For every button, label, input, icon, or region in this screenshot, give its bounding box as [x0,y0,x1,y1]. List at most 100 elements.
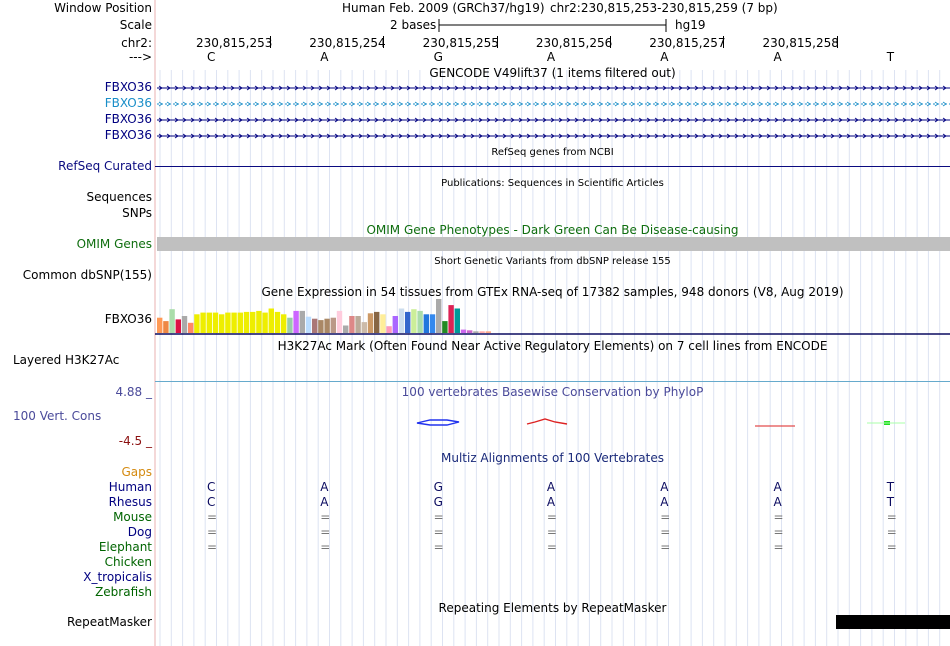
scale-label: Scale [119,18,152,32]
species-base: = [886,540,897,554]
dbsnp-track-label[interactable]: Common dbSNP(155) [22,268,152,282]
gtex-tissue-bar-11 [225,312,231,333]
gencode-transcript-label-1[interactable]: FBXO36 [104,96,152,110]
gtex-tissue-bar-13 [237,312,243,333]
sequences-track-label[interactable]: Sequences [86,190,152,204]
gtex-tissue-bar-51 [473,331,479,333]
publications-track-title: Publications: Sequences in Scientific Ar… [441,178,664,189]
gtex-tissue-bar-25 [312,318,318,333]
base-5: A [773,50,782,64]
gtex-tissue-bar-23 [299,310,305,333]
gaps-track-label[interactable]: Gaps [121,465,152,479]
gtex-tissue-bar-50 [467,330,473,333]
species-label-x_tropicalis[interactable]: X_tropicalis [83,570,152,584]
gtex-tissue-bar-19 [274,311,281,333]
gtex-tissue-bar-30 [343,325,349,333]
strand-label: ---> [128,50,152,64]
snps-track-label[interactable]: SNPs [122,206,152,220]
coordinate-tick-0: 230,815,253 [196,36,273,50]
gtex-tissue-bar-12 [231,312,237,333]
gtex-tissue-bar-37 [386,326,392,333]
species-label-elephant[interactable]: Elephant [98,540,152,554]
species-label-dog[interactable]: Dog [127,525,152,539]
species-base: A [320,480,329,494]
gencode-transcript-3 [157,133,950,139]
base-4: A [660,50,669,64]
phylop-max-label: 4.88 _ [115,385,152,399]
base-6: T [886,50,895,64]
gtex-tissue-bar-3 [175,319,181,333]
gencode-features[interactable] [155,80,950,144]
species-label-human[interactable]: Human [108,480,152,494]
phylop-track-title: 100 vertebrates Basewise Conservation by… [401,385,704,399]
gtex-tissue-bar-39 [398,308,405,333]
h3k27ac-track-label[interactable]: Layered H3K27Ac [13,353,120,367]
species-base: = [320,540,331,554]
coordinate-tick-mark [723,36,725,48]
species-base: = [320,525,331,539]
gtex-tissue-bar-15 [250,311,256,333]
species-base: G [433,480,443,494]
species-label-rhesus[interactable]: Rhesus [108,495,152,509]
species-base: = [660,510,671,524]
position-readout[interactable]: chr2:230,815,253-230,815,259 (7 bp) [550,1,778,15]
species-base: = [660,540,671,554]
species-base: = [320,510,331,524]
repeatmasker-element[interactable] [836,615,950,629]
omim-track-label[interactable]: OMIM Genes [76,237,152,251]
species-base: C [207,480,216,494]
gtex-tissue-bar-43 [423,314,429,333]
omim-track-title: OMIM Gene Phenotypes - Dark Green Can Be… [366,223,739,237]
omim-gene-bar[interactable] [157,237,950,251]
species-base: A [773,495,782,509]
species-base: = [546,540,557,554]
species-label-mouse[interactable]: Mouse [113,510,152,524]
base-3: A [546,50,556,64]
species-base: = [546,510,557,524]
gencode-transcript-label-2[interactable]: FBXO36 [104,112,152,126]
gtex-tissue-bar-42 [417,310,423,333]
coordinate-tick-mark [383,36,385,48]
gtex-tissue-bar-0 [157,317,163,333]
assembly-title: Human Feb. 2009 (GRCh37/hg19) [342,1,545,15]
gencode-transcript-1 [157,101,950,107]
coordinate-tick-3: 230,815,256 [535,36,613,50]
species-base: A [660,480,669,494]
gtex-tissue-bar-21 [287,317,293,333]
species-base: = [773,540,784,554]
scale-bar [438,19,667,32]
gencode-transcript-label-0[interactable]: FBXO36 [104,80,152,94]
gtex-tissue-bar-41 [411,309,417,333]
gtex-tissue-bar-36 [380,314,386,333]
species-base: = [773,525,784,539]
gtex-expression-chart[interactable] [155,298,950,336]
gtex-tissue-bar-18 [268,308,274,333]
gencode-transcript-2 [157,117,950,123]
gtex-track-label[interactable]: FBXO36 [104,312,152,326]
gtex-tissue-bar-14 [243,311,250,333]
phylop-min-label: -4.5 _ [118,434,152,448]
repeatmasker-track-label[interactable]: RepeatMasker [66,615,152,629]
gencode-transcript-0 [157,85,950,91]
species-label-zebrafish[interactable]: Zebrafish [95,585,152,599]
gtex-tissue-bar-45 [436,299,442,333]
coordinate-tick-2: 230,815,255 [422,36,499,50]
coordinate-tick-4: 230,815,257 [649,36,726,50]
species-base: = [773,510,784,524]
gtex-tissue-bar-2 [169,309,175,333]
repeatmasker-track-title: Repeating Elements by RepeatMasker [438,601,667,615]
base-1: A [320,50,329,64]
refseq-gene-line[interactable] [155,166,950,167]
gencode-transcript-label-3[interactable]: FBXO36 [104,128,152,142]
gtex-tissue-bar-48 [454,308,460,333]
gtex-tissue-bar-29 [336,310,343,333]
phylop-track-label[interactable]: 100 Vert. Cons [13,409,102,423]
gtex-tissue-bar-22 [293,310,299,333]
refseq-track-title: RefSeq genes from NCBI [491,147,614,158]
species-base: A [546,495,556,509]
coordinate-tick-mark [609,36,611,48]
species-label-chicken[interactable]: Chicken [104,555,152,569]
refseq-track-label[interactable]: RefSeq Curated [58,159,152,173]
phylop-signal[interactable] [155,412,950,432]
species-base: A [660,495,669,509]
